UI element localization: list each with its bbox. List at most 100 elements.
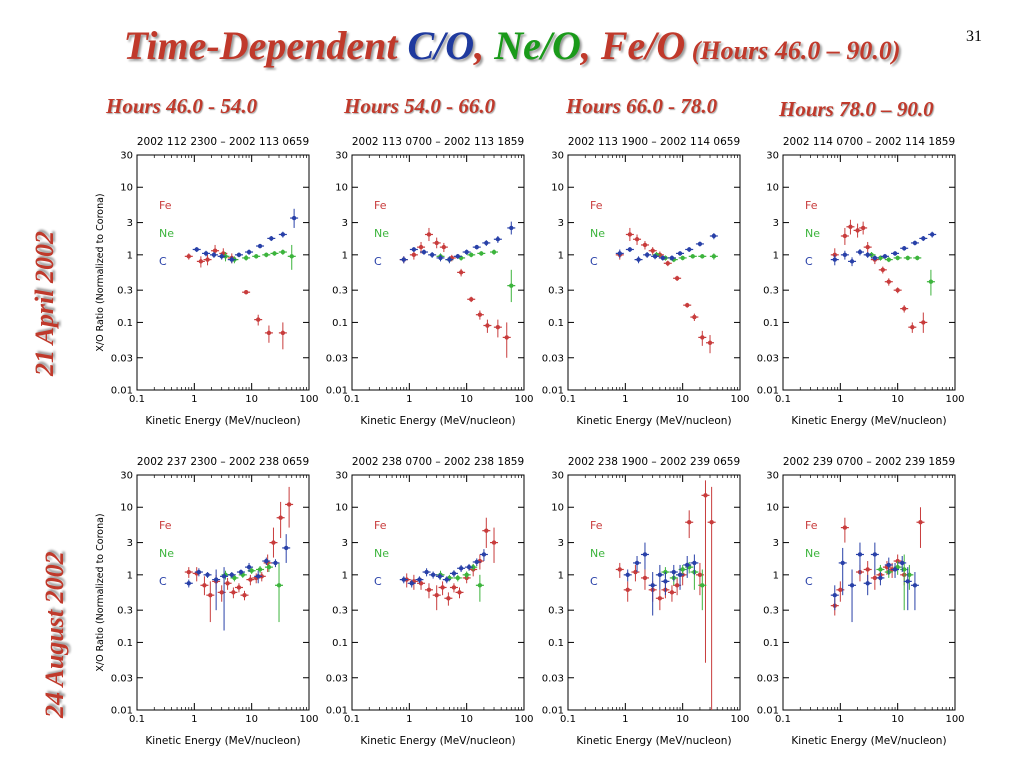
y-tick-label: 0.3 [548, 286, 564, 297]
legend-ne: Ne [805, 227, 820, 240]
point-marker [900, 560, 905, 566]
data-point [908, 322, 917, 333]
point-marker [857, 249, 863, 255]
point-marker [692, 314, 697, 320]
point-marker [205, 257, 210, 262]
data-point [848, 569, 857, 623]
point-marker [257, 243, 263, 249]
y-tick-label: 0.01 [757, 386, 779, 397]
chart-panel-3: 0.1 1 10 100 0.01 0.03 0.1 0.3 1 3 10 30 2002 113 19… [542, 136, 750, 427]
point-marker [401, 257, 406, 262]
data-point [455, 587, 464, 599]
y-tick-label: 0.3 [117, 286, 133, 297]
data-point [631, 564, 640, 582]
data-point [709, 233, 718, 240]
data-point [227, 572, 236, 578]
point-marker [625, 587, 630, 593]
x-tick-label: 1 [191, 714, 197, 725]
point-marker [481, 552, 487, 557]
data-point [275, 562, 284, 623]
y-tick-label: 10 [335, 183, 348, 194]
y-tick-label: 1 [773, 250, 779, 261]
point-marker [918, 520, 923, 525]
data-point [217, 253, 226, 260]
data-point [898, 555, 907, 573]
data-point [903, 567, 912, 611]
title-sep2: , [580, 23, 601, 68]
title-neo: Ne/O [494, 23, 581, 68]
y-tick-label: 30 [120, 151, 133, 162]
data-point [462, 571, 471, 579]
point-marker [417, 577, 422, 582]
x-tick-label: 100 [730, 714, 749, 725]
point-marker [509, 283, 514, 288]
data-point [669, 564, 678, 582]
point-marker [455, 254, 460, 259]
y-tick-label: 0.01 [542, 706, 564, 717]
point-marker [495, 324, 501, 330]
data-point [278, 231, 287, 238]
point-marker [409, 581, 414, 586]
point-marker [886, 562, 891, 568]
point-marker [255, 574, 261, 579]
data-point [206, 581, 215, 623]
point-marker [466, 564, 472, 570]
point-marker [485, 323, 490, 328]
data-point [615, 249, 624, 258]
point-marker [458, 270, 464, 275]
point-marker [674, 276, 680, 281]
plot-frame [136, 474, 310, 711]
data-point [701, 480, 710, 663]
y-tick-label: 0.3 [763, 606, 779, 617]
data-point [698, 330, 707, 346]
x-tick-label: 10 [245, 394, 258, 405]
data-point [855, 542, 864, 575]
y-tick-label: 10 [120, 183, 133, 194]
point-marker [663, 579, 668, 584]
point-marker [212, 248, 218, 253]
point-marker [225, 581, 230, 586]
x-tick-label: 100 [514, 394, 533, 405]
y-tick-label: 0.03 [542, 353, 564, 364]
y-tick-label: 30 [335, 151, 348, 162]
point-marker [249, 568, 254, 573]
data-point [490, 249, 499, 255]
plot-frame [782, 154, 956, 391]
chart-panel-1: 0.1 1 10 100 0.01 0.03 0.1 0.3 1 3 10 30 2002 112 23… [95, 136, 319, 427]
data-point [695, 562, 704, 596]
slide-title: Time-Dependent C/O, Ne/O, Fe/O (Hours 46… [0, 22, 1024, 69]
point-marker [700, 583, 705, 588]
series-c [830, 231, 937, 267]
data-point [655, 564, 664, 590]
y-tick-label: 3 [342, 538, 348, 549]
data-point [422, 568, 431, 577]
point-marker [484, 240, 489, 246]
point-marker [882, 254, 888, 259]
data-point [192, 247, 201, 253]
panel-title: 2002 112 2300 – 2002 113 0659 [137, 136, 309, 148]
data-point [663, 260, 672, 267]
series-c [399, 549, 488, 588]
data-point [202, 250, 211, 257]
data-point [838, 547, 847, 596]
point-marker [474, 559, 479, 565]
data-point [913, 255, 922, 261]
x-tick-label: 10 [460, 714, 473, 725]
point-marker [832, 257, 837, 262]
point-marker [438, 255, 443, 261]
legend-fe: Fe [590, 199, 603, 212]
point-marker [671, 569, 676, 575]
panel-title: 2002 113 1900 – 2002 114 0659 [568, 136, 740, 148]
y-tick-label: 1 [558, 250, 564, 261]
x-tick-label: 100 [945, 394, 964, 405]
point-marker [266, 564, 272, 570]
data-point [840, 250, 849, 260]
point-marker [617, 251, 622, 256]
column-header-1: Hours 46.0 - 54.0 [106, 94, 258, 118]
point-marker [255, 317, 261, 322]
data-point [706, 335, 715, 354]
legend-ne: Ne [805, 547, 820, 560]
point-marker [674, 583, 680, 588]
data-point [475, 574, 484, 602]
y-tick-label: 0.3 [332, 606, 348, 617]
